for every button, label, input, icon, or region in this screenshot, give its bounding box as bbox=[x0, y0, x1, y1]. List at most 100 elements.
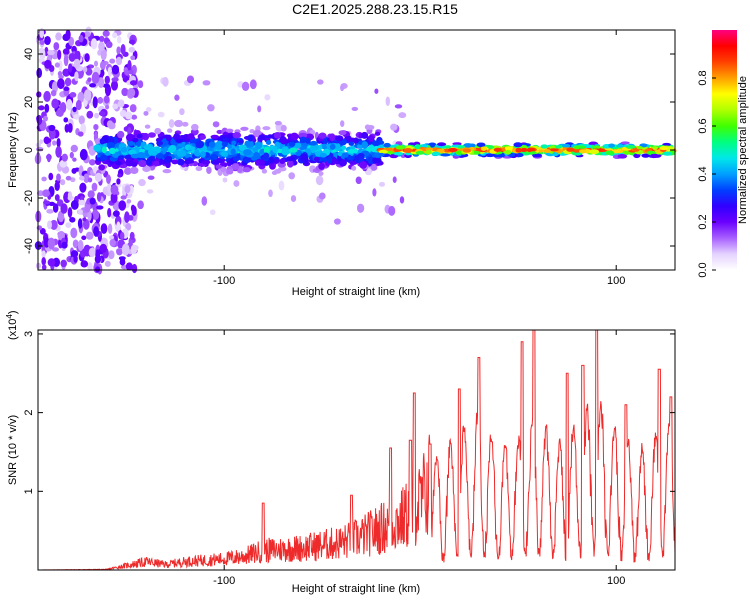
spectrogram-cell bbox=[132, 137, 139, 143]
spectrogram-cell bbox=[62, 48, 70, 55]
spectrogram-cell bbox=[116, 46, 121, 55]
spectrogram-cell bbox=[549, 148, 559, 152]
spectrogram-cell bbox=[216, 129, 223, 134]
spectrogram-cell bbox=[233, 180, 240, 187]
spectrogram-cell bbox=[129, 80, 138, 86]
spectrogram-cell bbox=[88, 247, 96, 258]
spectrogram-cell bbox=[415, 150, 425, 155]
spectrogram-cell bbox=[265, 140, 272, 145]
spectrogram-cell bbox=[87, 177, 93, 183]
spectrogram-cell bbox=[61, 241, 68, 249]
spectrogram-cell bbox=[69, 151, 74, 159]
spectrogram-cell bbox=[67, 122, 73, 133]
spectrogram-cell bbox=[100, 223, 108, 234]
spectrogram-cell bbox=[338, 159, 347, 167]
spectrogram-cell bbox=[81, 235, 87, 241]
spectrogram-cell bbox=[120, 195, 127, 200]
spectrogram-cell bbox=[200, 151, 206, 158]
spectrogram-cell bbox=[226, 144, 233, 149]
spectrogram-cell bbox=[35, 146, 44, 152]
spectrogram-cell bbox=[207, 104, 215, 112]
spectrogram-cell bbox=[318, 171, 324, 176]
spectrogram-cell bbox=[108, 122, 116, 130]
y-tick-label: 2 bbox=[23, 410, 35, 416]
spectrogram-cell bbox=[60, 203, 68, 214]
spectrogram-cell bbox=[578, 145, 586, 149]
spectrogram-cell bbox=[59, 159, 68, 168]
spectrogram-cell bbox=[97, 49, 102, 56]
spectrogram-cell bbox=[100, 154, 108, 161]
spectrogram-cell bbox=[355, 176, 362, 185]
spectrogram-cell bbox=[326, 156, 332, 164]
spectrogram-cell bbox=[77, 131, 84, 137]
spectrogram-cell bbox=[43, 90, 51, 102]
spectrogram-cell bbox=[513, 142, 523, 148]
spectrogram-cell bbox=[261, 168, 268, 174]
spectrogram-cell bbox=[114, 160, 122, 166]
spectrogram-cell bbox=[354, 155, 360, 163]
snr-y-label: SNR (10 * v/v) bbox=[7, 415, 19, 485]
spectrogram-cell bbox=[231, 140, 237, 146]
spectrogram-cell bbox=[171, 159, 179, 165]
spectrogram-cell bbox=[143, 110, 149, 116]
spectrogram-cell bbox=[118, 155, 125, 160]
spectrogram-cell bbox=[129, 185, 134, 195]
spectrogram-cell bbox=[242, 156, 252, 164]
spectrogram-cell bbox=[99, 243, 108, 253]
spectrogram-cell bbox=[97, 77, 105, 89]
spectrogram-cell bbox=[136, 134, 143, 139]
spectrogram-cell bbox=[388, 205, 396, 216]
spectrogram-cell bbox=[120, 147, 128, 153]
spectrogram-cell bbox=[626, 145, 637, 149]
spectrogram-cell bbox=[46, 153, 51, 163]
x-tick-label: 100 bbox=[607, 575, 625, 587]
spectrogram-cell bbox=[403, 148, 413, 153]
spectrogram-cell bbox=[383, 142, 391, 148]
spectrogram-cell bbox=[102, 83, 110, 88]
spectrogram-cell bbox=[583, 144, 593, 149]
spectrogram-cell bbox=[69, 92, 77, 98]
spectrogram-cell bbox=[44, 59, 52, 69]
spectrogram-cell bbox=[242, 148, 252, 156]
spectrogram-cell bbox=[96, 192, 102, 202]
colorbar-tick-label: 0.8 bbox=[697, 70, 709, 85]
spectrogram-cell bbox=[88, 159, 96, 166]
spectrogram-cell bbox=[84, 53, 90, 63]
spectrogram-cell bbox=[617, 153, 628, 159]
spectrogram-cell bbox=[374, 131, 381, 136]
spectrogram-cell bbox=[378, 152, 385, 157]
spectrogram-cell bbox=[280, 137, 288, 145]
spectrogram-cell bbox=[128, 69, 134, 75]
spectrogram-cell bbox=[608, 143, 616, 148]
spectrogram-cell bbox=[293, 142, 302, 149]
spectrogram-cell bbox=[318, 192, 326, 200]
spectrogram-cell bbox=[51, 98, 59, 109]
spectrogram-cell bbox=[57, 71, 63, 77]
spectrogram-cells bbox=[34, 26, 677, 275]
spectrogram-cell bbox=[247, 134, 254, 142]
x-tick-label: -100 bbox=[213, 275, 235, 287]
spectrogram-cell bbox=[249, 79, 257, 90]
spectrogram-cell bbox=[188, 146, 196, 151]
spectrogram-cell bbox=[589, 149, 600, 155]
spectrogram-cell bbox=[202, 80, 211, 86]
spectrogram-cell bbox=[373, 157, 382, 163]
spectrogram-cell bbox=[130, 153, 140, 159]
spectrogram-cell bbox=[106, 174, 111, 184]
spectrogram-cell bbox=[44, 103, 50, 113]
spectrogram-cell bbox=[93, 144, 102, 152]
spectrogram-cell bbox=[485, 153, 496, 158]
spectrogram-cell bbox=[116, 178, 121, 185]
spectrogram-cell bbox=[91, 209, 100, 221]
spectrogram-cell bbox=[60, 259, 67, 268]
spectrogram-cell bbox=[80, 123, 87, 135]
spectrogram-cell bbox=[357, 152, 365, 159]
spectrogram-cell bbox=[73, 113, 81, 120]
spectrogram-cell bbox=[128, 46, 136, 53]
spectrogram-cell bbox=[111, 64, 120, 75]
spectrogram-cell bbox=[264, 94, 271, 101]
spectrogram-cell bbox=[348, 141, 355, 146]
spectrogram-cell bbox=[318, 162, 325, 170]
spectrogram-cell bbox=[142, 165, 151, 173]
spectrogram-cell bbox=[193, 149, 201, 157]
